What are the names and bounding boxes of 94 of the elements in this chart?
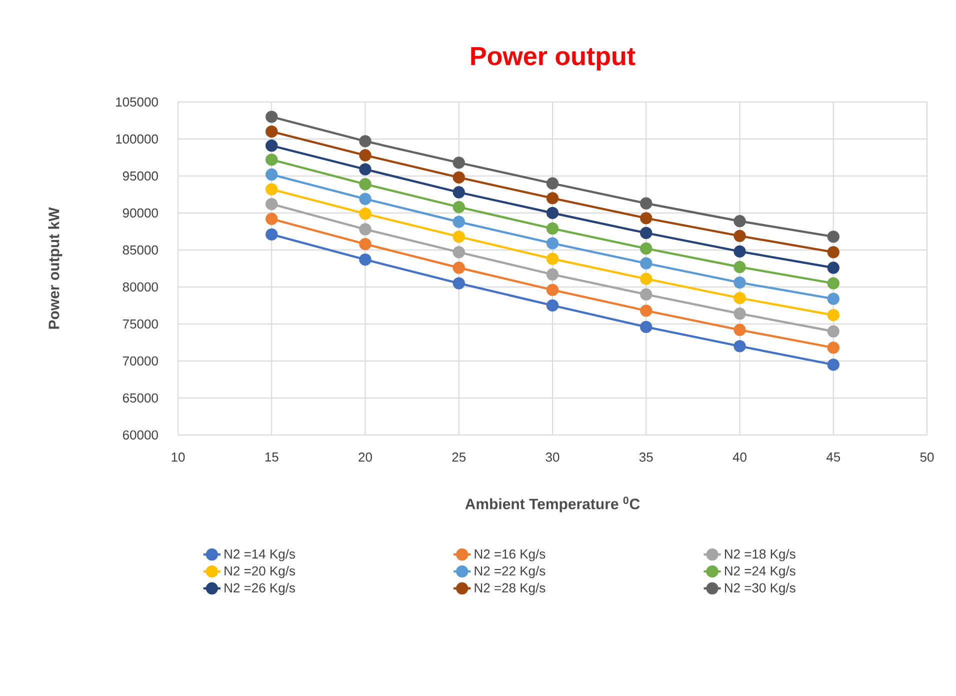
y-tick-label: 65000 — [122, 393, 158, 403]
point — [640, 304, 652, 317]
point — [827, 246, 840, 258]
point — [640, 197, 652, 210]
point — [546, 222, 559, 235]
point — [452, 186, 465, 198]
point — [266, 183, 278, 196]
legend-label: N2 =16 Kg/s — [474, 549, 546, 562]
point — [266, 125, 278, 138]
point — [734, 245, 746, 258]
legend-label: N2 =26 Kg/s — [224, 582, 295, 596]
y-tick-label: 60000 — [122, 430, 158, 440]
chart-title: Power output — [471, 47, 636, 70]
point — [546, 299, 559, 312]
point — [359, 208, 372, 220]
point — [640, 212, 652, 224]
point — [827, 230, 840, 243]
point — [266, 212, 278, 226]
x-tick-label: 20 — [358, 452, 372, 462]
y-tick-label: 80000 — [122, 282, 158, 292]
legend-label: N2 =18 Kg/s — [724, 549, 796, 562]
point — [734, 308, 746, 320]
point — [827, 292, 840, 305]
point — [827, 277, 840, 290]
point — [266, 168, 278, 181]
x-tick-label: 35 — [639, 452, 653, 462]
y-tick-label: 70000 — [123, 356, 158, 366]
y-tick-label: 85000 — [122, 245, 158, 255]
point — [546, 284, 559, 296]
point — [640, 242, 652, 255]
point — [359, 223, 372, 236]
point — [359, 178, 372, 190]
point — [359, 238, 372, 250]
point — [827, 262, 840, 274]
x-tick-label: 50 — [920, 452, 934, 462]
point — [827, 325, 840, 338]
point — [640, 272, 652, 285]
x-axis-title: Ambient Temperature $^{0}$C — [465, 496, 640, 512]
point — [546, 237, 559, 250]
point — [452, 277, 465, 290]
legend-label: N2 =24 Kg/s — [724, 566, 796, 578]
point — [452, 171, 465, 184]
point — [734, 324, 746, 336]
x-tick-label: 40 — [732, 452, 746, 462]
point — [546, 206, 559, 220]
point — [452, 246, 465, 258]
point — [734, 276, 746, 289]
point — [546, 268, 559, 281]
point — [452, 216, 465, 228]
point — [359, 192, 372, 206]
x-tick-label: 30 — [546, 452, 560, 462]
point — [452, 156, 465, 169]
y-tick-label: 95000 — [122, 171, 158, 181]
point — [359, 149, 372, 162]
point — [266, 198, 278, 210]
point — [827, 309, 840, 322]
legend-label: N2 =30 Kg/s — [724, 582, 796, 596]
point — [359, 254, 372, 266]
x-tick-label: 10 — [172, 452, 185, 462]
point — [640, 288, 652, 300]
point — [359, 163, 372, 176]
legend-label: N2 =22 Kg/s — [474, 566, 546, 578]
legend-label: N2 =20 Kg/s — [224, 566, 295, 578]
legend-label: N2 =14 Kg/s — [224, 549, 295, 562]
y-tick-label: 105000 — [116, 97, 158, 107]
point — [266, 154, 278, 166]
y-tick-label: 90000 — [122, 208, 158, 218]
point — [452, 262, 465, 274]
point — [266, 110, 278, 123]
point — [827, 342, 840, 354]
point — [734, 292, 746, 304]
point — [827, 358, 840, 371]
point — [546, 252, 559, 265]
point — [640, 320, 652, 334]
point — [640, 257, 652, 270]
point — [359, 135, 372, 148]
legend-label: N2 =28 Kg/s — [474, 582, 546, 596]
y-tick-label: 100000 — [116, 134, 158, 144]
point — [734, 340, 746, 352]
point — [640, 226, 652, 240]
point — [546, 177, 559, 190]
y-axis-title: Power output kW — [48, 207, 62, 329]
x-tick-label: 25 — [452, 452, 466, 462]
point — [266, 228, 278, 241]
point — [452, 230, 465, 243]
point — [266, 140, 278, 152]
point — [734, 215, 746, 228]
point — [734, 260, 746, 274]
x-tick-label: 45 — [826, 452, 840, 462]
x-tick-label: 15 — [265, 452, 278, 462]
point — [546, 192, 559, 204]
y-tick-label: 75000 — [123, 319, 158, 329]
point — [734, 230, 746, 242]
point — [452, 200, 465, 214]
